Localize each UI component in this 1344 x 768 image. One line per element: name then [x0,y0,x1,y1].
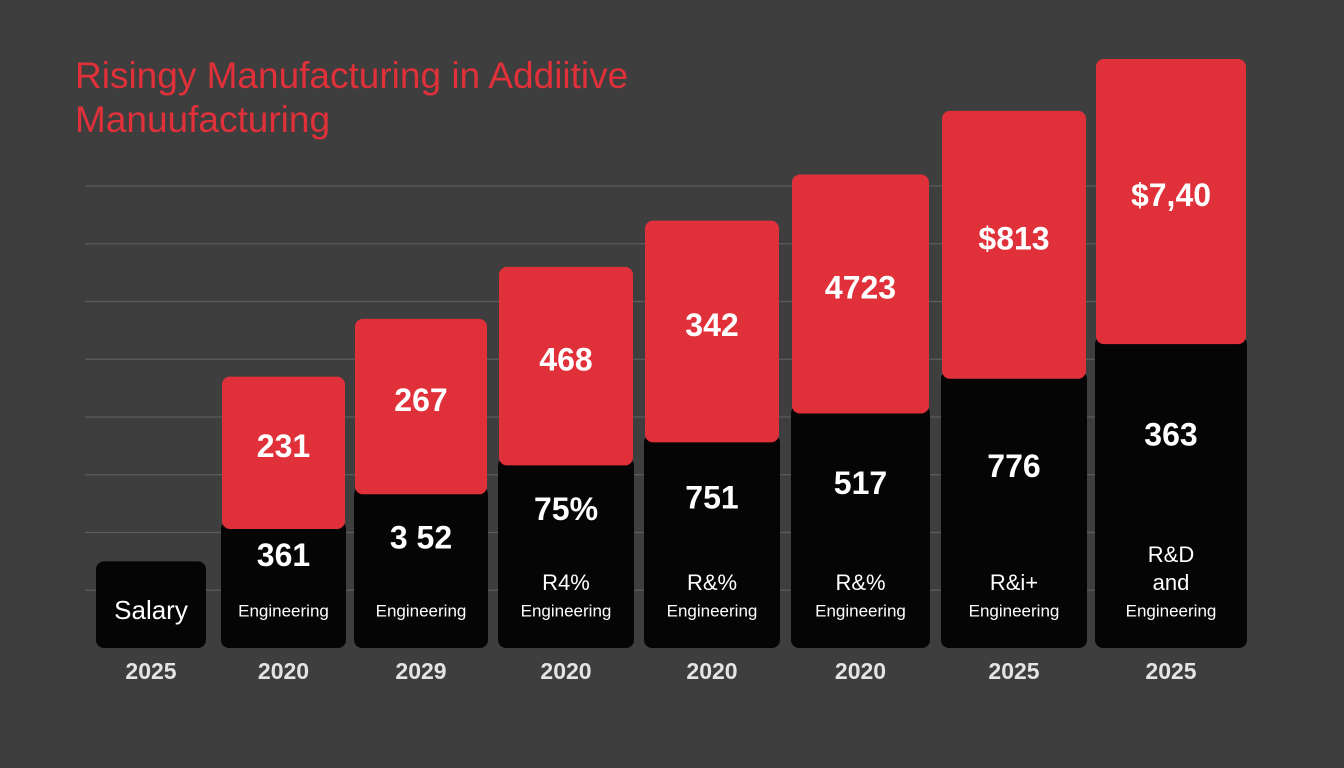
bar-segment [355,318,487,495]
bar-segment [221,520,346,648]
bar-caption: Engineering [376,601,467,620]
bar-caption: Engineering [969,601,1060,620]
x-tick-label: 2020 [540,658,591,684]
bar-caption: Engineering [238,601,329,620]
bar-caption: Engineering [815,601,906,620]
bar-caption: R4% [542,570,590,595]
chart-title: Manuufacturing [75,99,330,140]
bar-segment [792,174,929,414]
bar-caption: Salary [114,595,188,625]
bar-caption: and [1153,570,1190,595]
bar-segment [498,457,634,648]
bar-caption: Engineering [667,601,758,620]
value-label: 468 [539,342,592,378]
bar-caption: R&% [687,570,737,595]
value-label: 776 [987,448,1040,484]
x-tick-label: 2029 [395,658,446,684]
bar-segment [791,405,930,648]
bar-segment [1096,58,1246,345]
bar-caption: R&D [1148,542,1194,567]
bar-segment [354,486,488,648]
bar-caption: R&i+ [990,570,1038,595]
bar-segment [499,266,633,466]
value-label: 3 52 [390,520,452,556]
value-label: 361 [257,537,310,573]
x-tick-label: 2020 [258,658,309,684]
x-tick-label: 2020 [686,658,737,684]
value-label: 267 [394,382,447,418]
bar-segment [942,110,1086,379]
x-tick-label: 2025 [125,658,176,684]
x-tick-label: 2020 [835,658,886,684]
bar-caption: R&% [835,570,885,595]
bar-segment [645,220,779,443]
x-tick-label: 2025 [1145,658,1196,684]
chart-title: Risingy Manufacturing in Addiitive [75,55,628,96]
value-label: 231 [257,428,310,464]
bar-segment [941,370,1087,648]
value-label: 342 [685,307,738,343]
value-label: 517 [834,465,887,501]
value-label: 363 [1144,417,1197,453]
value-label: $813 [978,220,1049,256]
value-label: 4723 [825,269,896,305]
x-tick-label: 2025 [988,658,1039,684]
value-label: 75% [534,491,598,527]
value-label: $7,40 [1131,177,1211,213]
bar-segment [644,434,780,648]
bar-caption: Engineering [521,601,612,620]
bar-segment [96,561,206,648]
bar-caption: Engineering [1126,601,1217,620]
value-label: 751 [685,480,738,516]
bar-segment [1095,336,1247,648]
bar-segment [222,376,345,529]
